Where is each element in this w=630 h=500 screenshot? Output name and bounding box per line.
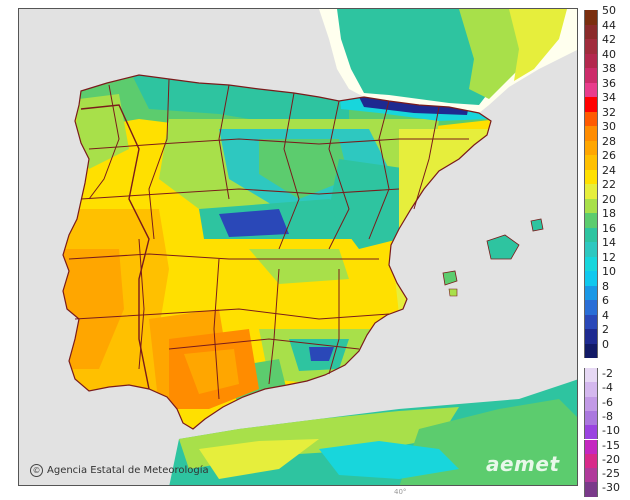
legend-label: 18: [602, 207, 616, 220]
legend-swatch: [584, 314, 598, 329]
legend-swatch: [584, 68, 598, 83]
legend-label: 44: [602, 18, 616, 32]
legend-label: -6: [602, 395, 613, 409]
legend-label: 40: [602, 47, 616, 61]
legend-swatch: [584, 198, 598, 213]
legend-swatch: [584, 213, 598, 228]
legend-swatch: [584, 271, 598, 286]
legend-swatch: [584, 468, 598, 483]
legend-swatch: [584, 285, 598, 300]
legend-label: 38: [602, 62, 616, 75]
legend-label: 0: [602, 337, 609, 351]
pyrenees-yellow: [509, 9, 567, 81]
legend-label: 34: [602, 91, 616, 104]
aemet-logo: aemet: [486, 452, 560, 476]
legend-swatch: [584, 410, 598, 426]
legend-swatch: [584, 169, 598, 184]
legend-label: 6: [602, 294, 609, 307]
legend-swatch: [584, 453, 598, 469]
north-africa-mountains: [319, 441, 459, 479]
province-borders: [68, 78, 469, 400]
legend-swatch: [584, 111, 598, 126]
legend-swatch: [584, 242, 598, 257]
legend-swatch: [584, 227, 598, 242]
temperature-map: [18, 8, 578, 486]
legend-label: 8: [602, 279, 609, 293]
legend-label: 22: [602, 178, 616, 191]
legend-label: -15: [602, 438, 620, 452]
legend-label: 50: [602, 4, 616, 17]
legend-swatch: [584, 126, 598, 141]
legend-swatch: [584, 329, 598, 344]
legend-label: -8: [602, 409, 613, 423]
legend-label: -20: [602, 452, 620, 466]
legend-swatch: [584, 39, 598, 54]
map-canvas: [62, 9, 577, 485]
legend-label: 26: [602, 149, 616, 162]
legend-label: 12: [602, 250, 616, 264]
portugal-border: [80, 104, 150, 390]
legend-swatch: [584, 53, 598, 68]
legend-label: 42: [602, 33, 616, 46]
legend-label: 24: [602, 163, 616, 177]
attribution: © Agencia Estatal de Meteorología: [30, 464, 209, 477]
legend-label: 20: [602, 192, 616, 206]
legend-swatch: [584, 97, 598, 112]
legend-label: -30: [602, 481, 620, 495]
legend-label: 2: [602, 323, 609, 336]
copyright-icon: ©: [30, 464, 43, 477]
legend-swatch: [584, 382, 598, 397]
legend-label: 32: [602, 105, 616, 119]
iberia-coastline: [62, 74, 492, 430]
legend-label: 10: [602, 265, 616, 278]
legend-swatch: [584, 425, 598, 440]
legend-label: 30: [602, 120, 616, 133]
temperature-legend: 50 44 42 40 38 36 34 32 30 28 26 24 22 20 18 16 14 12 10 8 6…: [584, 5, 628, 497]
legend-label: -25: [602, 467, 620, 481]
bottom-mark: 40°: [394, 488, 407, 496]
legend-label: 36: [602, 76, 616, 90]
attribution-text: Agencia Estatal de Meteorología: [47, 465, 209, 476]
legend-label: 14: [602, 236, 616, 249]
legend-label: 16: [602, 221, 616, 235]
legend-swatch: [584, 155, 598, 170]
legend-label: -2: [602, 367, 613, 380]
legend-label: -10: [602, 424, 620, 438]
legend-swatch: [584, 343, 598, 358]
legend-swatch: [584, 140, 598, 155]
legend-swatch: [584, 368, 598, 383]
legend-swatch: [584, 184, 598, 199]
legend-label: 28: [602, 134, 616, 148]
legend-swatch: [584, 10, 598, 25]
legend-swatch: [584, 82, 598, 97]
legend-swatch: [584, 300, 598, 315]
legend-swatch: [584, 256, 598, 271]
legend-swatch: [584, 439, 598, 454]
north-africa-yellow: [199, 439, 319, 479]
balearic-islands: [442, 218, 544, 297]
legend-swatch: [584, 24, 598, 39]
legend-label: -4: [602, 381, 613, 395]
legend-label: 4: [602, 308, 609, 322]
legend-swatch: [584, 482, 598, 497]
legend-swatch: [584, 396, 598, 411]
